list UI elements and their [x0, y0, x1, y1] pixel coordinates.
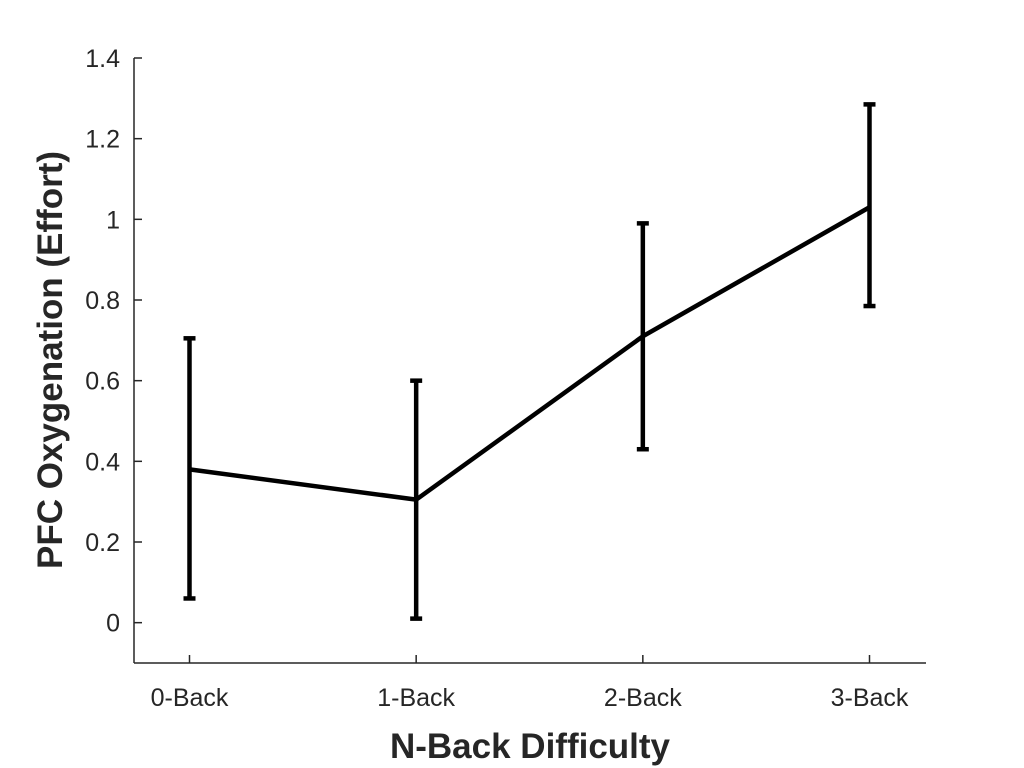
y-tick-label: 0.4	[85, 448, 120, 476]
x-ticks: 0-Back 1-Back 2-Back 3-Back	[151, 655, 909, 712]
y-axis-label: PFC Oxygenation (Effort)	[31, 151, 70, 569]
y-ticks: 0 0.2 0.4 0.6 0.8 1 1.2 1.4	[85, 45, 142, 638]
axes	[133, 58, 926, 664]
x-tick-label: 2-Back	[604, 684, 682, 712]
y-tick-label: 0	[106, 610, 120, 638]
y-tick-label: 1	[106, 206, 120, 234]
error-bars	[183, 102, 876, 621]
x-axis-label: N-Back Difficulty	[390, 727, 671, 766]
y-tick-label: 0.2	[85, 529, 120, 557]
x-tick-label: 1-Back	[377, 684, 455, 712]
y-tick-label: 0.6	[85, 368, 120, 396]
series-line	[189, 205, 871, 502]
y-tick-label: 1.4	[85, 45, 120, 73]
x-tick-label: 0-Back	[151, 684, 229, 712]
x-tick-label: 3-Back	[831, 684, 909, 712]
y-tick-label: 0.8	[85, 287, 120, 315]
y-tick-label: 1.2	[85, 126, 120, 154]
series	[189, 205, 871, 502]
